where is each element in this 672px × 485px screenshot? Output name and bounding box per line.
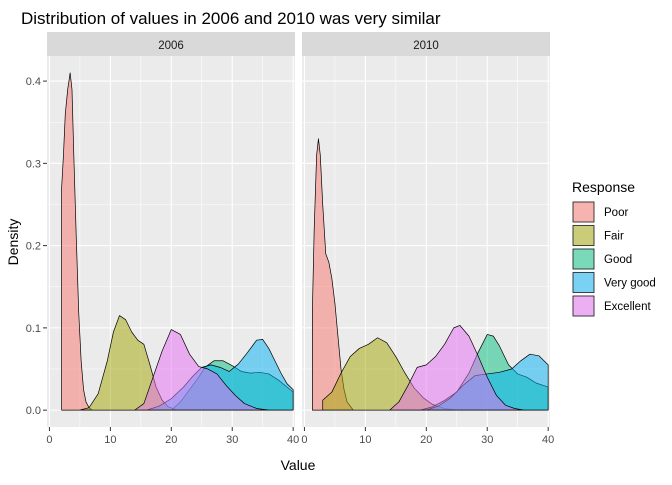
density-curves <box>312 138 549 411</box>
y-tick-label: 0.2 <box>26 241 41 253</box>
legend-label: Fair <box>604 231 624 243</box>
x-tick-label: 0 <box>46 434 52 446</box>
density-area-excellent <box>389 325 525 411</box>
facet-panel-2010: 2010 <box>302 32 550 427</box>
x-tick-label: 40 <box>542 434 554 446</box>
density-area-poor <box>61 72 93 411</box>
strip-background <box>302 32 550 56</box>
legend-swatch <box>572 225 595 246</box>
x-tick-label: 30 <box>226 434 238 446</box>
legend: Response Poor Fair Good Very good Excellent <box>572 179 656 317</box>
legend-title: Response <box>572 179 635 195</box>
x-tick-label: 20 <box>420 434 432 446</box>
legend-swatch <box>572 248 595 270</box>
x-tick-label: 30 <box>481 434 493 446</box>
y-tick-label: 0.0 <box>26 405 41 417</box>
legend-label: Excellent <box>604 301 651 313</box>
legend-label: Good <box>604 254 632 266</box>
legend-label: Poor <box>604 207 628 219</box>
y-axis-title: Density <box>5 219 21 266</box>
legend-item-very-good: Very good <box>572 271 656 294</box>
legend-swatch <box>572 272 595 293</box>
x-tick-label: 10 <box>359 434 371 446</box>
x-axis-title: Value <box>281 457 316 473</box>
y-tick-label: 0.3 <box>26 158 41 170</box>
x-tick-label: 40 <box>287 434 299 446</box>
strip-label: 2010 <box>413 40 439 52</box>
legend-item-excellent: Excellent <box>572 295 651 317</box>
x-axis: 0 10 20 30 40 0 10 20 30 40 <box>46 427 554 446</box>
x-tick-label: 10 <box>104 434 116 446</box>
y-tick-label: 0.4 <box>26 76 41 88</box>
x-tick-label: 0 <box>301 434 307 446</box>
legend-items: Poor Fair Good Very good Excellent <box>572 201 656 317</box>
legend-item-fair: Fair <box>572 224 624 247</box>
legend-swatch <box>572 295 595 317</box>
legend-swatch <box>572 201 595 223</box>
strip-background <box>47 32 295 56</box>
y-tick-label: 0.1 <box>26 323 41 335</box>
legend-item-good: Good <box>572 248 632 270</box>
legend-item-poor: Poor <box>572 201 628 223</box>
strip-label: 2006 <box>158 40 184 52</box>
legend-label: Very good <box>604 278 656 290</box>
x-tick-label: 20 <box>165 434 177 446</box>
facet-panel-2006: 2006 <box>47 32 295 427</box>
density-area-excellent <box>134 329 270 411</box>
density-curves <box>61 72 294 411</box>
chart-title: Distribution of values in 2006 and 2010 … <box>21 9 441 28</box>
y-axis: 0.0 0.1 0.2 0.3 0.4 <box>26 76 47 417</box>
